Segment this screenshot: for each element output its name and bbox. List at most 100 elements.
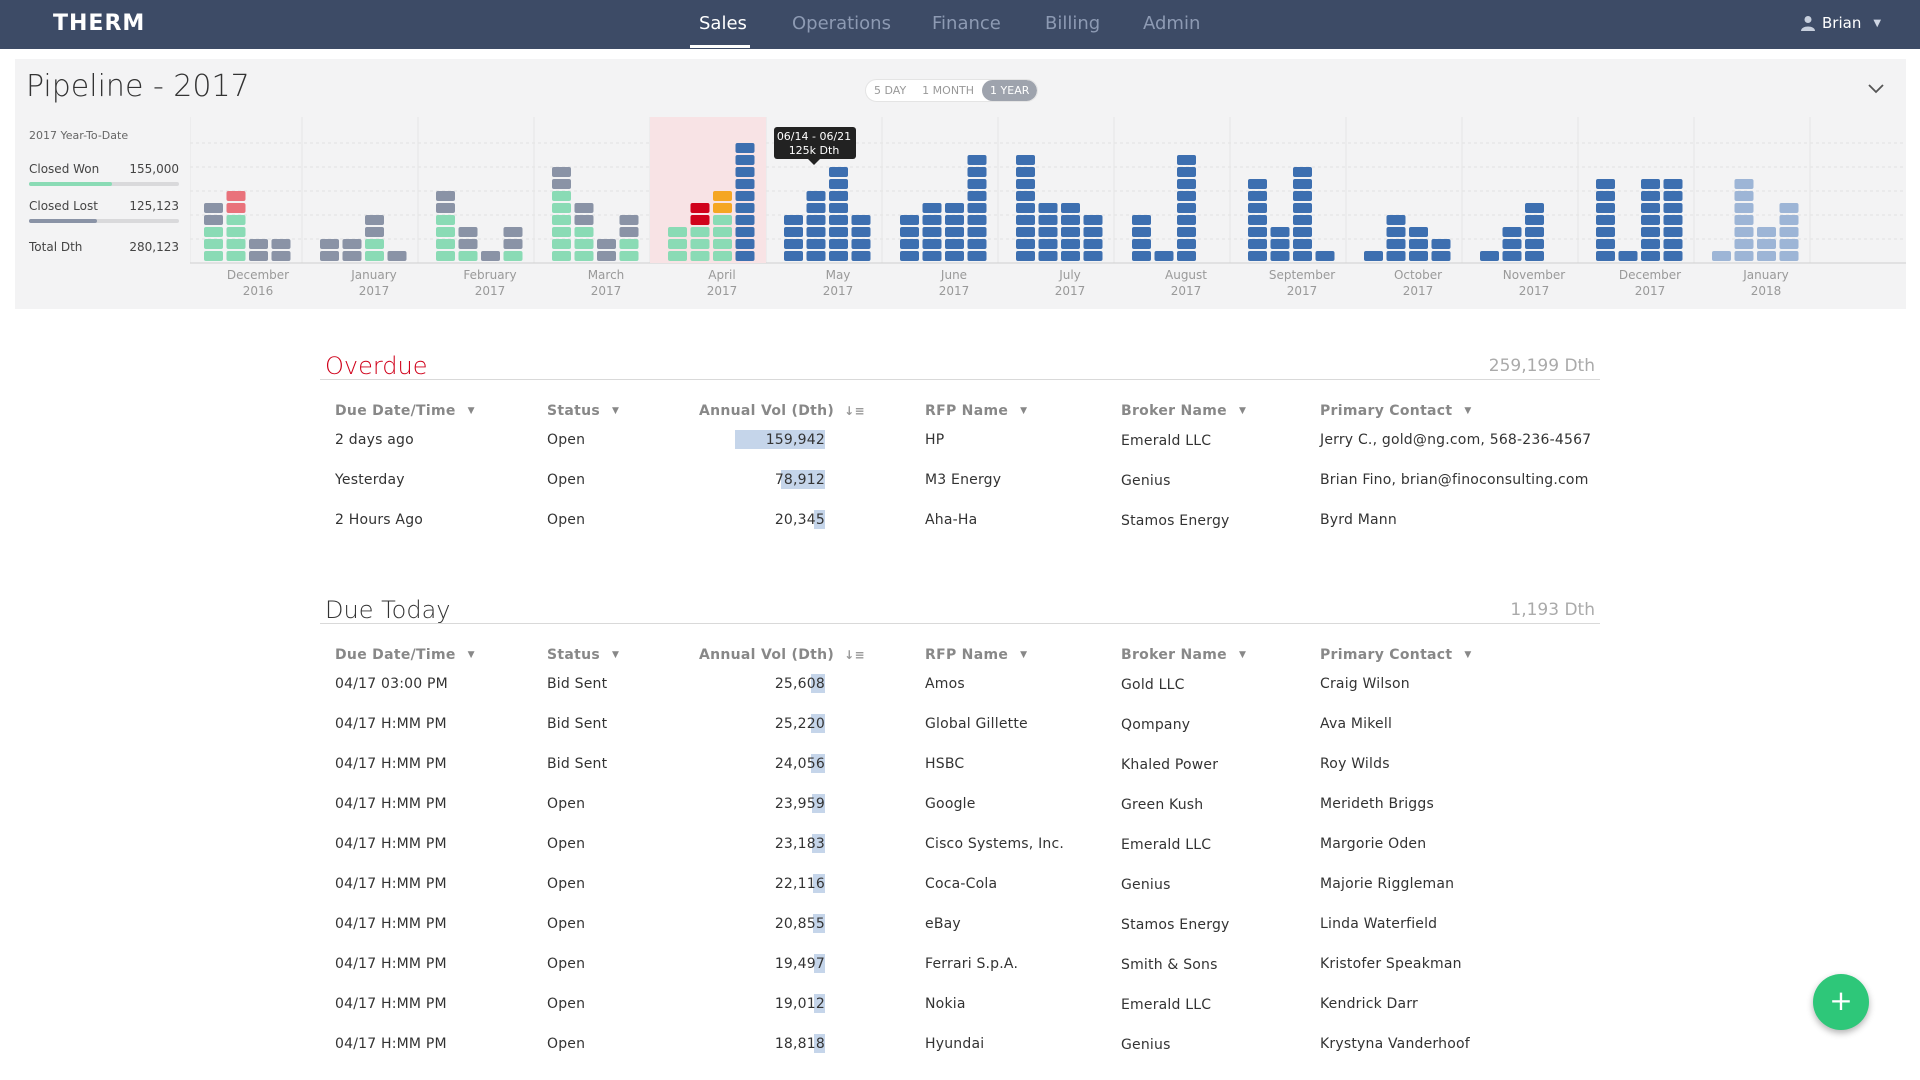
month-tick-label: July [1058, 268, 1081, 282]
volume-cell: 159,942 [765, 432, 825, 448]
table-row[interactable]: 04/17 H:MM PM Open 19,012 Nokia Emerald LLC K… [320, 984, 1600, 1024]
year-tick-label: 2017 [1055, 284, 1086, 298]
due-cell: Yesterday [335, 472, 405, 488]
due-today-section: Due Today 1,193 Dth Due Date/Time ▼ Statu… [320, 596, 1600, 1064]
bar-segment [271, 251, 291, 261]
bar-segment [436, 215, 455, 225]
contact-cell: Majorie Riggleman [1320, 876, 1455, 892]
range-1-month[interactable]: 1 MONTH [922, 84, 975, 97]
table-row[interactable]: 04/17 H:MM PM Open 20,855 eBay Stamos Energy… [320, 904, 1600, 944]
nav-finance[interactable]: Finance [932, 13, 1001, 34]
col-rfp[interactable]: RFP Name ▼ [925, 403, 1028, 419]
caret-down-icon: ▼ [1464, 406, 1472, 416]
pipeline-chart[interactable]: December 2016 January 2017 February 2017 March… [190, 117, 1906, 309]
pipeline-panel: Pipeline - 2017 5 DAY 1 MONTH 1 YEAR 201… [15, 59, 1906, 309]
bar-segment [1061, 215, 1080, 225]
bar-segment [226, 215, 246, 225]
bar-segment [226, 251, 246, 261]
status-cell: Bid Sent [547, 716, 608, 732]
col-broker[interactable]: Broker Name ▼ [1121, 647, 1247, 663]
col-rfp[interactable]: RFP Name ▼ [925, 647, 1028, 663]
user-menu[interactable]: Brian ▼ [1800, 14, 1881, 32]
month-tick-label: November [1503, 268, 1565, 282]
table-row[interactable]: 04/17 H:MM PM Bid Sent 24,056 HSBC Khaled Po… [320, 744, 1600, 784]
volume-cell: 23,183 [774, 836, 825, 852]
table-row[interactable]: 04/17 H:MM PM Open 23,183 Cisco Systems, In… [320, 824, 1600, 864]
bar-segment [1061, 203, 1080, 213]
bar-segment [668, 251, 687, 261]
col-due[interactable]: Due Date/Time ▼ [335, 647, 475, 663]
bar-segment [784, 227, 803, 237]
bar-segment [735, 191, 755, 201]
table-row[interactable]: 04/17 03:00 PM Bid Sent 25,608 Amos Gold LLC… [320, 664, 1600, 704]
caret-down-icon: ▼ [1238, 650, 1247, 660]
nav-operations[interactable]: Operations [792, 13, 891, 34]
table-row[interactable]: 04/17 H:MM PM Open 22,116 Coca-Cola Genius Ma… [320, 864, 1600, 904]
chevron-down-icon: ▼ [1873, 17, 1882, 29]
month-tick-label: February [463, 268, 516, 282]
bar-segment [1038, 203, 1058, 213]
caret-down-icon: ▼ [612, 650, 620, 660]
bar-segment [1016, 203, 1035, 213]
bar-segment [597, 239, 616, 249]
bar-segment [320, 251, 339, 261]
table-row[interactable]: 04/17 H:MM PM Open 23,959 Google Green Kush M… [320, 784, 1600, 824]
bar-segment [226, 191, 246, 201]
bar-segment [735, 227, 755, 237]
collapse-chevron-icon[interactable] [1868, 79, 1884, 98]
col-status[interactable]: Status ▼ [547, 647, 620, 663]
table-row[interactable]: 04/17 H:MM PM Open 18,818 Hyundai Genius Krys… [320, 1024, 1600, 1064]
table-row[interactable]: Yesterday Open 78,912 M3 Energy Genius Brian … [320, 460, 1600, 500]
overdue-section: Overdue 259,199 Dth Due Date/Time ▼ Statu… [320, 352, 1600, 540]
col-contact[interactable]: Primary Contact ▼ [1320, 647, 1472, 663]
volume-bar [812, 794, 825, 813]
volume-cell: 22,116 [774, 876, 825, 892]
rfp-cell: Nokia [925, 996, 966, 1012]
bar-segment [1502, 227, 1522, 237]
nav-sales[interactable]: Sales [699, 13, 747, 34]
table-row[interactable]: 04/17 H:MM PM Bid Sent 25,220 Global Gillet… [320, 704, 1600, 744]
bar-segment [1016, 191, 1035, 201]
volume-bar [811, 714, 825, 733]
volume-cell: 25,220 [774, 716, 825, 732]
bar-segment [967, 227, 987, 237]
year-tick-label: 2017 [1635, 284, 1666, 298]
bar-segment [1038, 215, 1058, 225]
bar-segment [1641, 251, 1660, 261]
caret-down-icon: ▼ [1464, 650, 1472, 660]
bar-segment [1386, 215, 1406, 225]
sort-descending-icon: ↓≡ [844, 648, 865, 662]
month-tick-label: September [1269, 268, 1335, 282]
range-1-year[interactable]: 1 YEAR [982, 80, 1038, 101]
col-due[interactable]: Due Date/Time ▼ [335, 403, 475, 419]
status-cell: Open [547, 876, 586, 892]
table-row[interactable]: 2 Hours Ago Open 20,345 Aha-Ha Stamos Energy… [320, 500, 1600, 540]
col-contact[interactable]: Primary Contact ▼ [1320, 403, 1472, 419]
bar-segment [829, 251, 848, 261]
table-row[interactable]: 04/17 H:MM PM Open 19,497 Ferrari S.p.A. Smi… [320, 944, 1600, 984]
nav-admin[interactable]: Admin [1143, 13, 1201, 34]
nav-billing[interactable]: Billing [1045, 13, 1101, 34]
bar-segment [1663, 239, 1683, 249]
month-tick-label: June [940, 268, 967, 282]
add-button[interactable]: + [1813, 974, 1869, 1030]
table-row[interactable]: 2 days ago Open 159,942 HP Emerald LLC Jerry … [320, 420, 1600, 460]
col-broker[interactable]: Broker Name ▼ [1121, 403, 1247, 419]
app-logo[interactable]: THERM [53, 11, 146, 36]
bar-segment [1596, 227, 1615, 237]
bar-segment [1248, 191, 1267, 201]
due-cell: 04/17 H:MM PM [335, 716, 447, 732]
col-vol[interactable]: Annual Vol (Dth) ↓≡ [699, 403, 865, 419]
bar-segment [552, 215, 571, 225]
bar-segment [784, 239, 803, 249]
caret-down-icon: ▼ [1020, 650, 1028, 660]
bar-segment [1248, 179, 1267, 189]
col-status[interactable]: Status ▼ [547, 403, 620, 419]
col-vol[interactable]: Annual Vol (Dth) ↓≡ [699, 647, 865, 663]
bar-segment [1663, 179, 1683, 189]
status-cell: Bid Sent [547, 676, 608, 692]
due-cell: 04/17 H:MM PM [335, 756, 447, 772]
total-label: Total Dth [29, 240, 83, 254]
bar-segment [436, 251, 455, 261]
range-5-day[interactable]: 5 DAY [874, 84, 907, 97]
